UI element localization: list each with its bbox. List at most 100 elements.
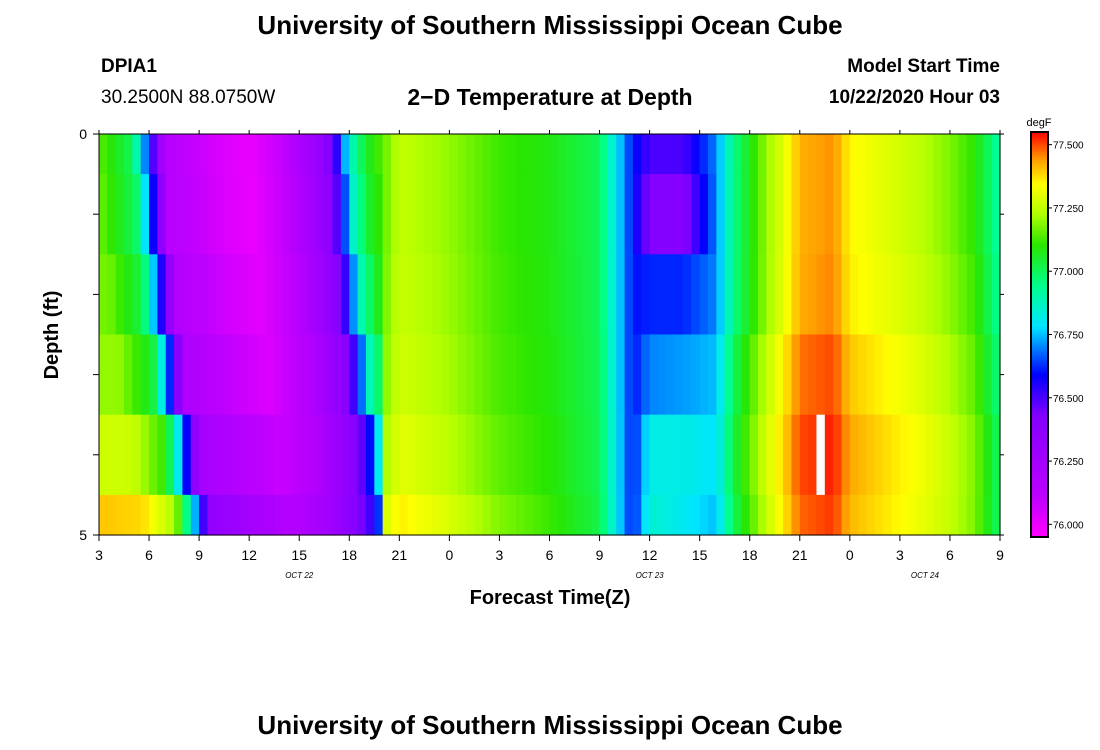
heatmap-cell: [466, 334, 476, 416]
heatmap-cell: [374, 414, 384, 496]
heatmap-cell: [441, 494, 450, 536]
colorbar-segment: [1031, 352, 1048, 356]
heatmap-cell: [516, 134, 526, 175]
heatmap-cell: [774, 414, 784, 496]
heatmap-cell: [966, 334, 976, 416]
x-tick-label: 6: [145, 547, 153, 563]
heatmap-cell: [374, 254, 384, 336]
heatmap-cell: [549, 174, 559, 255]
heatmap-cell: [174, 174, 184, 255]
heatmap-cell: [741, 134, 751, 175]
colorbar-segment: [1031, 169, 1048, 174]
colorbar-segment: [1031, 367, 1048, 371]
heatmap-cell: [582, 174, 592, 255]
heatmap-cell: [616, 174, 626, 255]
heatmap-cell: [165, 174, 175, 255]
heatmap-cell: [507, 334, 517, 416]
heatmap-cell: [132, 334, 142, 416]
colorbar-segment: [1031, 210, 1048, 214]
heatmap-cell: [390, 494, 400, 536]
heatmap-cell: [699, 254, 709, 336]
heatmap-cell: [541, 174, 551, 255]
colorbar-segment: [1031, 240, 1048, 244]
heatmap-cell: [699, 494, 709, 536]
heatmap-cell: [666, 494, 676, 536]
colorbar-segment: [1031, 137, 1048, 141]
heatmap-cell: [449, 414, 459, 496]
heatmap-cell: [983, 134, 993, 175]
heatmap-cell: [849, 494, 859, 536]
heatmap-cell: [224, 174, 234, 255]
heatmap-cell: [290, 494, 300, 536]
heatmap-cell: [149, 134, 158, 175]
heatmap-cell: [524, 494, 534, 536]
heatmap-cell: [99, 254, 108, 336]
heatmap-cell: [532, 494, 542, 536]
heatmap-cell: [657, 174, 667, 255]
colorbar-segment: [1031, 248, 1048, 252]
heatmap-cell: [140, 494, 150, 536]
colorbar-segment: [1031, 309, 1048, 313]
colorbar-segment: [1031, 243, 1048, 247]
heatmap-cell: [132, 174, 142, 255]
colorbar-segment: [1031, 456, 1048, 460]
colorbar-segment: [1031, 531, 1048, 536]
heatmap-cell: [983, 334, 993, 416]
heatmap-cell: [374, 174, 384, 255]
heatmap-cell: [482, 494, 492, 536]
heatmap-cell: [224, 254, 234, 336]
heatmap-cell: [357, 134, 367, 175]
heatmap-cell: [716, 134, 726, 175]
colorbar-segment: [1031, 195, 1048, 199]
heatmap-cell: [933, 254, 943, 336]
heatmap-cell: [466, 494, 476, 536]
colorbar-segment: [1031, 491, 1048, 495]
heatmap-cell: [908, 174, 918, 255]
y-tick-label: 0: [79, 126, 87, 142]
heatmap-cell: [991, 494, 1001, 536]
heatmap-cell: [833, 254, 843, 336]
colorbar-segment: [1031, 329, 1048, 333]
y-axis-label: Depth (ft): [41, 291, 63, 380]
colorbar-segment: [1031, 273, 1048, 277]
colorbar-segment: [1031, 296, 1048, 300]
heatmap-cell: [115, 134, 125, 175]
heatmap-cell: [791, 174, 801, 255]
heatmap-cell: [883, 134, 893, 175]
heatmap-cell: [899, 134, 909, 175]
model-start-value: 10/22/2020 Hour 03: [828, 87, 1000, 108]
heatmap-cell: [858, 174, 868, 255]
heatmap-cell: [824, 254, 834, 336]
heatmap-cell: [399, 334, 409, 416]
x-tick-label: 21: [392, 547, 408, 563]
colorbar-segment: [1031, 524, 1048, 528]
heatmap-cell: [549, 414, 559, 496]
heatmap-cell: [482, 334, 492, 416]
heatmap-cell: [908, 134, 918, 175]
heatmap-cell: [766, 494, 776, 536]
heatmap-cell: [749, 334, 759, 416]
heatmap-cell: [983, 494, 993, 536]
colorbar-segment: [1031, 159, 1048, 163]
heatmap-cell: [299, 414, 309, 496]
heatmap-cell: [190, 134, 200, 175]
heatmap-cell: [716, 254, 726, 336]
heatmap-cell: [933, 494, 943, 536]
colorbar-segment: [1031, 420, 1048, 424]
heatmap-cell: [899, 334, 909, 416]
heatmap-cell: [140, 254, 150, 336]
heatmap-cell: [365, 174, 375, 255]
heatmap-cell: [132, 414, 142, 496]
colorbar-segment: [1031, 182, 1048, 186]
colorbar-segment: [1031, 311, 1048, 315]
heatmap-cell: [749, 494, 759, 536]
heatmap-cell: [557, 494, 567, 536]
colorbar-segment: [1031, 334, 1048, 338]
heatmap-cell: [282, 334, 292, 416]
heatmap-cell: [232, 254, 242, 336]
heatmap-cell: [891, 174, 901, 255]
colorbar-segment: [1031, 476, 1048, 480]
heatmap-cell: [841, 134, 851, 175]
heatmap-cell: [641, 254, 651, 336]
colorbar-segment: [1031, 488, 1048, 493]
